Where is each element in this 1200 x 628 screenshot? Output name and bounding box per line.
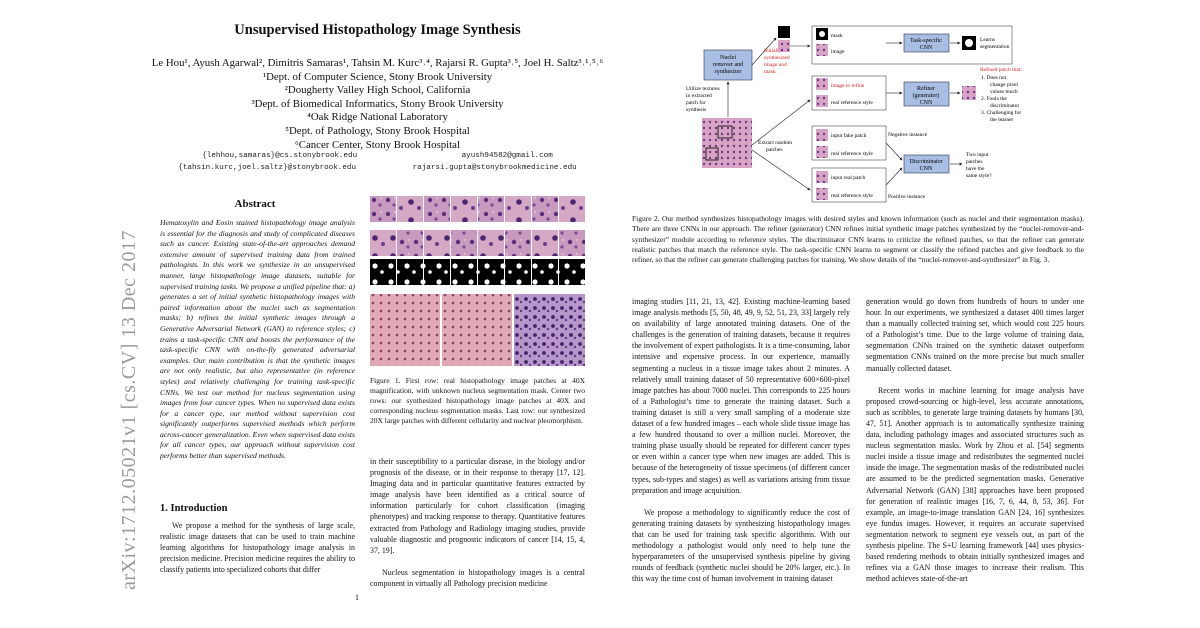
- svg-text:CNN: CNN: [920, 100, 933, 106]
- affiliation: ¹Dept. of Computer Science, Stony Brook …: [262, 70, 493, 83]
- affiliation: ²Dougherty Valley High School, Californi…: [284, 84, 471, 97]
- svg-text:in extracted: in extracted: [686, 93, 712, 99]
- affiliation: ³Dept. of Biomedical Informatics, Stony …: [251, 97, 504, 110]
- paragraph: Nucleus segmentation in histopathology i…: [370, 567, 585, 588]
- svg-text:have the: have the: [966, 166, 985, 172]
- email: ayush94582@gmail.com: [461, 152, 553, 160]
- section-heading: 1. Introduction: [160, 503, 228, 514]
- fig2-initial-label: Initially: [764, 48, 782, 54]
- svg-text:Negative instance: Negative instance: [888, 132, 928, 138]
- page-number: 1: [355, 593, 359, 602]
- figure-1-caption: Figure 1. First row: real histopathology…: [370, 376, 585, 425]
- paragraph: We propose a method for the synthesis of…: [160, 521, 355, 575]
- affiliation: ⁶Cancer Center, Stony Brook Hospital: [295, 138, 460, 151]
- figure-1-image-grid: [370, 196, 585, 366]
- column-4-text: generation would go down from hundreds o…: [866, 296, 1084, 584]
- row-synthetic-patches: [370, 230, 585, 256]
- svg-text:3. Challenging for: 3. Challenging for: [981, 109, 1021, 116]
- svg-text:real reference style: real reference style: [831, 192, 873, 199]
- svg-text:Refined patch that:: Refined patch that:: [980, 66, 1022, 73]
- svg-text:image and: image and: [764, 62, 787, 68]
- svg-text:patches: patches: [766, 147, 783, 153]
- svg-text:mask: mask: [764, 69, 776, 75]
- svg-text:segmentation: segmentation: [980, 44, 1010, 50]
- svg-text:Learns: Learns: [980, 37, 995, 43]
- svg-text:CNN: CNN: [920, 45, 933, 51]
- svg-text:the learner: the learner: [990, 117, 1014, 123]
- column-2-text: in their susceptibility to a particular …: [370, 456, 585, 589]
- email: {tahsin.kurc,joel.saltz}@stonybrook.edu: [178, 164, 357, 172]
- svg-text:Discriminator: Discriminator: [909, 159, 942, 165]
- svg-text:image to refine: image to refine: [831, 82, 865, 89]
- svg-text:2. Fools the: 2. Fools the: [981, 96, 1007, 102]
- svg-text:change pixel: change pixel: [990, 82, 1018, 88]
- paragraph: in their susceptibility to a particular …: [370, 457, 585, 555]
- svg-text:Two input: Two input: [966, 152, 989, 158]
- svg-text:patches: patches: [966, 159, 983, 165]
- svg-text:synthesis: synthesis: [686, 107, 706, 113]
- svg-text:discriminator: discriminator: [990, 103, 1019, 109]
- abstract-heading: Abstract: [234, 198, 276, 210]
- svg-text:synthesizer: synthesizer: [715, 69, 742, 75]
- row-large-patches: [370, 294, 585, 366]
- arxiv-stamp: arXiv:1712.05021v1 [cs.CV] 13 Dec 2017: [88, 150, 140, 590]
- figure-2-pipeline-diagram: Nuclei remover and synthesizer Initially…: [686, 25, 1022, 203]
- row-segmentation-masks: [370, 259, 585, 285]
- intro-paragraph: We propose a method for the synthesis of…: [160, 520, 355, 575]
- column-3-text: imaging studies [11, 21, 13, 42]. Existi…: [632, 296, 850, 584]
- svg-text:Utilize textures: Utilize textures: [686, 86, 720, 92]
- svg-text:(generator): (generator): [913, 92, 940, 99]
- arxiv-id: arXiv:1712.05021v1 [cs.CV] 13 Dec 2017: [118, 229, 140, 590]
- email-block: {lehhou,samaras}@cs.stonybrook.edu ayush…: [150, 150, 605, 174]
- paper-title: Unsupervised Histopathology Image Synthe…: [234, 22, 521, 38]
- svg-text:Refiner: Refiner: [917, 85, 935, 92]
- figure-2-caption: Figure 2. Our method synthesizes histopa…: [632, 214, 1084, 265]
- svg-text:real reference style: real reference style: [831, 99, 873, 106]
- svg-text:1. Does not: 1. Does not: [981, 75, 1007, 81]
- paragraph: Recent works in machine learning for ima…: [866, 385, 1084, 584]
- affiliation: ⁴Oak Ridge National Laboratory: [307, 111, 448, 124]
- paragraph: generation would go down from hundreds o…: [866, 297, 1084, 373]
- svg-text:real reference style: real reference style: [831, 150, 873, 157]
- paragraph: imaging studies [11, 21, 13, 42]. Existi…: [632, 297, 850, 495]
- svg-text:Task-specific: Task-specific: [910, 37, 942, 44]
- svg-text:Extract random: Extract random: [758, 140, 793, 146]
- svg-text:mask: mask: [831, 33, 843, 39]
- svg-text:same style?: same style?: [966, 173, 992, 179]
- svg-text:CNN: CNN: [920, 166, 933, 172]
- author-block: Le Hou¹, Ayush Agarwal², Dimitris Samara…: [140, 57, 615, 152]
- affiliation: ⁵Dept. of Pathology, Stony Brook Hospita…: [285, 124, 470, 137]
- email: rajarsi.gupta@stonybrookmedicine.edu: [412, 164, 577, 172]
- svg-text:synthesized: synthesized: [764, 55, 790, 61]
- svg-text:input fake patch: input fake patch: [831, 132, 867, 139]
- author-names: Le Hou¹, Ayush Agarwal², Dimitris Samara…: [151, 57, 604, 69]
- abstract-text: Hematoxylin and Eosin stained histopatho…: [160, 218, 355, 461]
- svg-text:remover and: remover and: [713, 62, 743, 68]
- svg-text:Nuclei: Nuclei: [720, 55, 736, 61]
- svg-text:Positive instance: Positive instance: [888, 194, 926, 200]
- email: {lehhou,samaras}@cs.stonybrook.edu: [202, 152, 358, 160]
- svg-text:values much: values much: [990, 89, 1018, 95]
- svg-text:image: image: [831, 49, 845, 55]
- row-real-patches: [370, 196, 585, 222]
- svg-text:patch for: patch for: [686, 99, 706, 106]
- paragraph: We propose a methodology to significantl…: [632, 507, 850, 584]
- svg-text:input real patch: input real patch: [831, 175, 865, 181]
